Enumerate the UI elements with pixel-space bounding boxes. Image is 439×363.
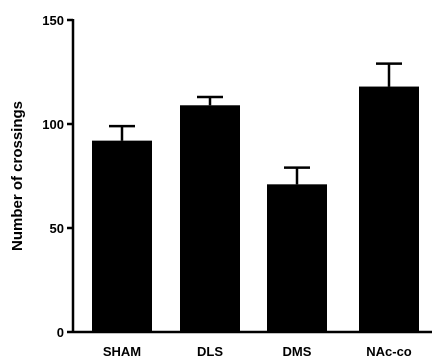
y-axis-title: Number of crossings [9,101,26,251]
x-tick-label: DMS [283,344,312,359]
y-tick-label: 0 [57,325,64,340]
x-tick-label: NAc-co [366,344,412,359]
y-tick-label: 50 [50,221,64,236]
bar-sham [92,140,152,332]
bar-dms [267,184,327,332]
y-ticks: 0 50 100 150 [42,13,73,340]
y-tick-label: 150 [42,13,64,28]
y-tick-label: 100 [42,117,64,132]
bars [92,86,419,332]
bar-dls [180,105,240,332]
error-bars [109,62,402,185]
x-tick-label: SHAM [103,344,141,359]
x-tick-labels: SHAM DLS DMS NAc-co [103,344,412,359]
bar-nac-co [359,86,419,332]
x-tick-label: DLS [197,344,223,359]
